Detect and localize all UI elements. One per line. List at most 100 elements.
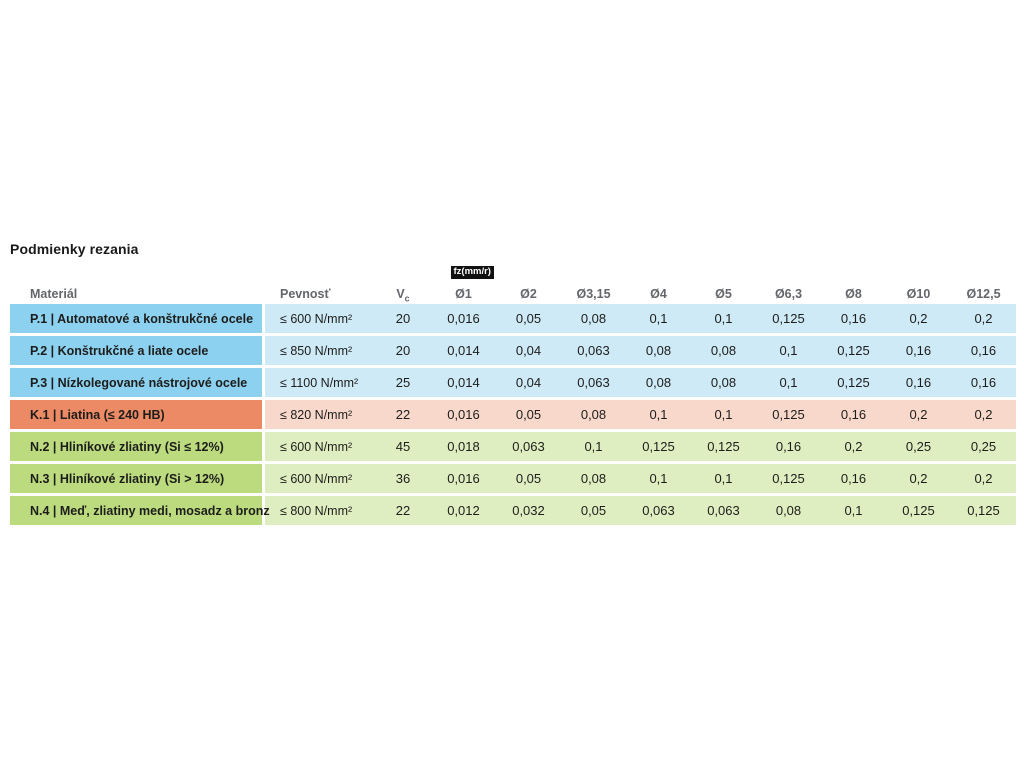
column-header-d9: Ø12,5 [951,265,1016,301]
fz-cell: 0,08 [626,368,691,397]
fz-cell: 0,016 [431,464,496,493]
fz-cell: 0,125 [886,496,951,525]
fz-cell: 0,1 [821,496,886,525]
fz-cell: 0,2 [951,400,1016,429]
fz-cell: 0,2 [951,304,1016,333]
fz-cell: 0,16 [821,464,886,493]
material-cell: N.2 | Hliníkové zliatiny (Si ≤ 12%) [10,432,265,461]
fz-cell: 0,16 [886,368,951,397]
fz-cell: 0,16 [821,304,886,333]
material-cell: N.3 | Hliníkové zliatiny (Si > 12%) [10,464,265,493]
fz-cell: 0,1 [756,368,821,397]
vc-cell: 45 [375,432,431,461]
pevnost-cell: ≤ 1100 N/mm² [265,368,375,397]
column-header-d5: Ø5 [691,265,756,301]
fz-cell: 0,014 [431,368,496,397]
vc-cell: 22 [375,496,431,525]
column-header-d8: Ø10 [886,265,951,301]
fz-cell: 0,2 [951,464,1016,493]
fz-cell: 0,125 [821,336,886,365]
fz-cell: 0,1 [691,464,756,493]
fz-cell: 0,05 [496,400,561,429]
fz-cell: 0,25 [886,432,951,461]
vc-cell: 36 [375,464,431,493]
fz-cell: 0,08 [626,336,691,365]
vc-cell: 20 [375,304,431,333]
fz-cell: 0,063 [496,432,561,461]
fz-cell: 0,125 [626,432,691,461]
pevnost-cell: ≤ 600 N/mm² [265,432,375,461]
fz-cell: 0,125 [951,496,1016,525]
cutting-conditions-table: Materiál Pevnosť Vc fz(mm/r) Ø1 Ø2 Ø3,15 … [10,262,1016,528]
column-header-material: Materiál [10,265,265,301]
table-row-p3: P.3 | Nízkolegované nástrojové ocele ≤ 1… [10,368,1016,397]
fz-cell: 0,08 [756,496,821,525]
table-row-n4: N.4 | Meď, zliatiny medi, mosadz a bronz… [10,496,1016,525]
material-cell: K.1 | Liatina (≤ 240 HB) [10,400,265,429]
vc-subscript: c [404,293,410,304]
header-row: Materiál Pevnosť Vc fz(mm/r) Ø1 Ø2 Ø3,15 … [10,265,1016,304]
vc-symbol: V [396,287,405,301]
fz-cell: 0,014 [431,336,496,365]
fz-cell: 0,016 [431,304,496,333]
fz-cell: 0,16 [756,432,821,461]
fz-cell: 0,08 [561,464,626,493]
fz-cell: 0,063 [626,496,691,525]
column-header-d6: Ø6,3 [756,265,821,301]
fz-cell: 0,125 [756,464,821,493]
fz-cell: 0,04 [496,336,561,365]
vc-cell: 25 [375,368,431,397]
fz-cell: 0,16 [821,400,886,429]
fz-cell: 0,2 [886,304,951,333]
table-row-n2: N.2 | Hliníkové zliatiny (Si ≤ 12%) ≤ 60… [10,432,1016,461]
material-cell: P.2 | Konštrukčné a liate ocele [10,336,265,365]
fz-cell: 0,125 [821,368,886,397]
fz-cell: 0,08 [561,400,626,429]
fz-cell: 0,1 [756,336,821,365]
page-title: Podmienky rezania [10,241,139,257]
fz-cell: 0,1 [691,400,756,429]
fz-cell: 0,1 [626,400,691,429]
fz-cell: 0,016 [431,400,496,429]
fz-cell: 0,1 [626,304,691,333]
column-header-d7: Ø8 [821,265,886,301]
column-header-d1: fz(mm/r) Ø1 [431,265,496,301]
column-header-vc: Vc [375,265,431,304]
d1-label: Ø1 [455,287,472,301]
fz-cell: 0,2 [886,400,951,429]
vc-cell: 20 [375,336,431,365]
table-row-p2: P.2 | Konštrukčné a liate ocele ≤ 850 N/… [10,336,1016,365]
fz-cell: 0,1 [626,464,691,493]
fz-cell: 0,08 [691,368,756,397]
fz-cell: 0,05 [496,304,561,333]
material-cell: P.1 | Automatové a konštrukčné ocele [10,304,265,333]
column-header-d3: Ø3,15 [561,265,626,301]
material-cell: N.4 | Meď, zliatiny medi, mosadz a bronz [10,496,270,525]
fz-cell: 0,08 [691,336,756,365]
fz-cell: 0,018 [431,432,496,461]
pevnost-cell: ≤ 600 N/mm² [265,464,375,493]
fz-cell: 0,2 [821,432,886,461]
column-header-d2: Ø2 [496,265,561,301]
fz-cell: 0,125 [756,304,821,333]
fz-cell: 0,05 [561,496,626,525]
fz-cell: 0,04 [496,368,561,397]
fz-cell: 0,1 [561,432,626,461]
pevnost-cell: ≤ 850 N/mm² [265,336,375,365]
table-row-p1: P.1 | Automatové a konštrukčné ocele ≤ 6… [10,304,1016,333]
fz-cell: 0,08 [561,304,626,333]
table-row-n3: N.3 | Hliníkové zliatiny (Si > 12%) ≤ 60… [10,464,1016,493]
fz-cell: 0,125 [756,400,821,429]
pevnost-cell: ≤ 800 N/mm² [265,496,375,525]
fz-cell: 0,16 [951,368,1016,397]
fz-cell: 0,1 [691,304,756,333]
vc-cell: 22 [375,400,431,429]
fz-cell: 0,25 [951,432,1016,461]
fz-cell: 0,012 [431,496,496,525]
material-cell: P.3 | Nízkolegované nástrojové ocele [10,368,265,397]
table-row-k1: K.1 | Liatina (≤ 240 HB) ≤ 820 N/mm² 22 … [10,400,1016,429]
fz-cell: 0,032 [496,496,561,525]
fz-cell: 0,063 [561,368,626,397]
fz-unit-badge: fz(mm/r) [450,266,494,279]
